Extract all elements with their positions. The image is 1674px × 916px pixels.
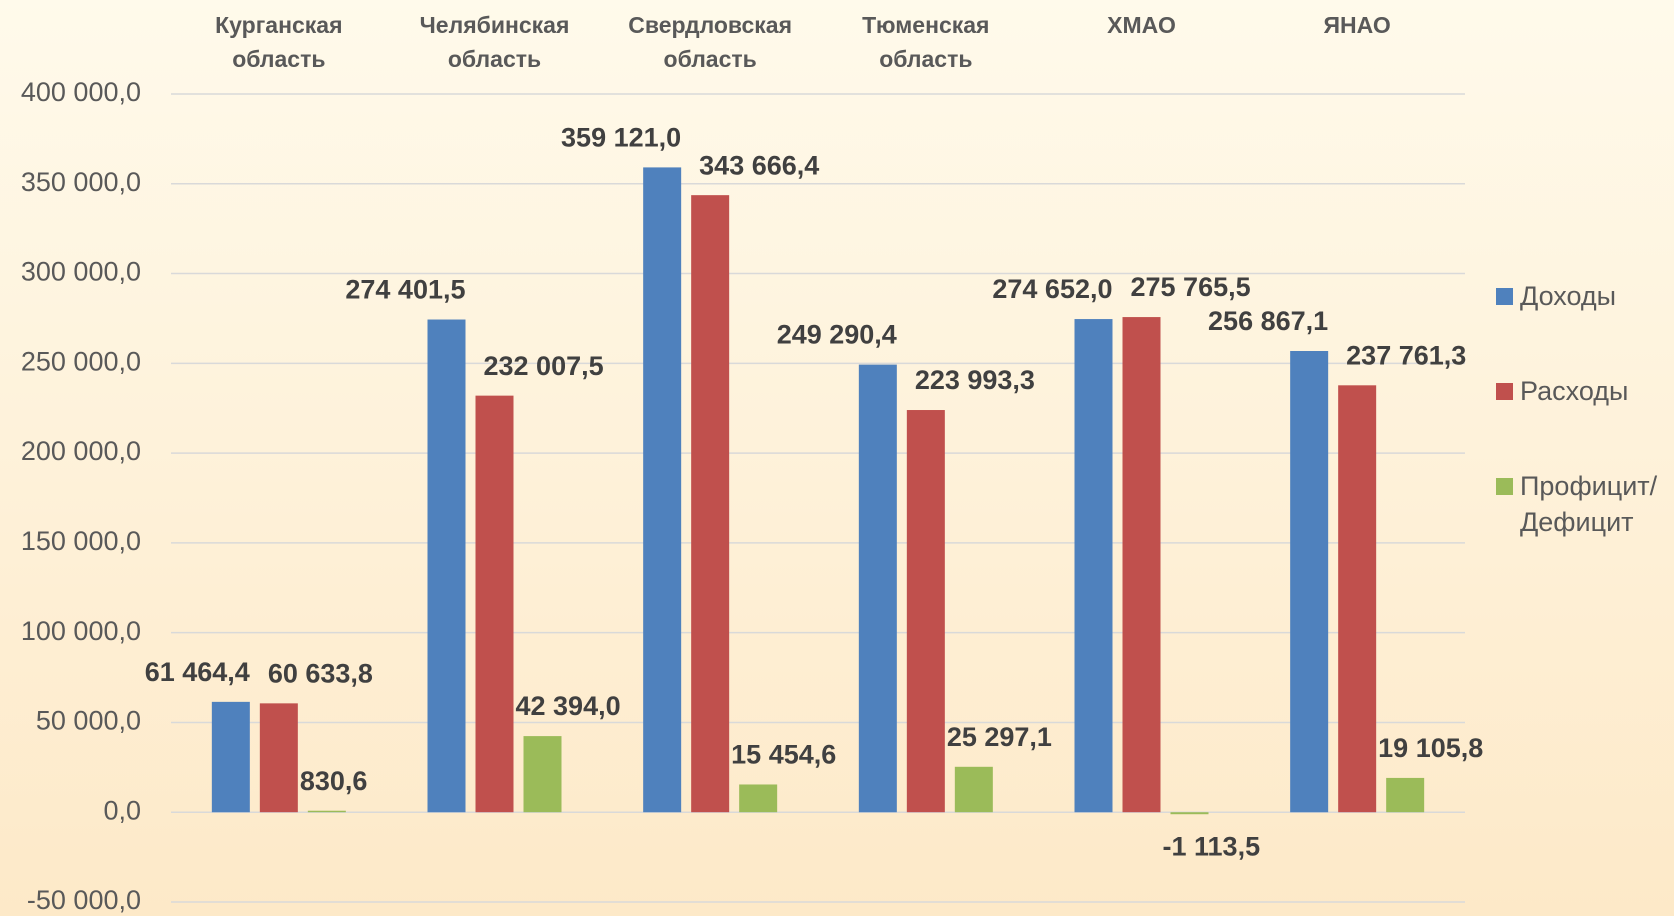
bar bbox=[739, 784, 778, 813]
bar bbox=[427, 319, 466, 813]
value-label: 343 666,4 bbox=[699, 150, 819, 180]
y-tick-label: 50 000,0 bbox=[36, 706, 141, 736]
y-tick-label: 200 000,0 bbox=[21, 436, 141, 466]
bar bbox=[954, 766, 993, 813]
category-label: Свердловская область bbox=[628, 12, 793, 72]
bar bbox=[1170, 812, 1209, 815]
bar bbox=[523, 736, 562, 813]
value-label: 830,6 bbox=[300, 766, 368, 796]
value-label: 19 105,8 bbox=[1378, 733, 1483, 763]
y-tick-label: 350 000,0 bbox=[21, 167, 141, 197]
value-label: 359 121,0 bbox=[561, 123, 681, 153]
legend-entry: Профицит/ Дефицит bbox=[1496, 468, 1670, 540]
category-label: Челябинская область bbox=[419, 12, 570, 72]
value-label: 274 401,5 bbox=[345, 275, 465, 305]
legend-swatch bbox=[1496, 383, 1513, 400]
bar bbox=[1074, 319, 1113, 813]
y-tick-label: 400 000,0 bbox=[21, 77, 141, 107]
value-label: 232 007,5 bbox=[484, 351, 604, 381]
y-tick-label: 100 000,0 bbox=[21, 616, 141, 646]
y-tick-label: 250 000,0 bbox=[21, 346, 141, 376]
bar bbox=[211, 701, 250, 813]
bar bbox=[1122, 317, 1161, 813]
bar bbox=[906, 410, 945, 813]
value-label: 61 464,4 bbox=[145, 657, 250, 687]
category-label: Курганская область bbox=[215, 12, 343, 72]
value-label: 274 652,0 bbox=[992, 274, 1112, 304]
category-label: Тюменская область bbox=[862, 12, 990, 72]
value-label: 25 297,1 bbox=[947, 722, 1052, 752]
value-label: 60 633,8 bbox=[268, 658, 373, 688]
bar bbox=[259, 703, 298, 813]
legend-swatch bbox=[1496, 478, 1513, 495]
value-label: 275 765,5 bbox=[1131, 272, 1251, 302]
value-label: 15 454,6 bbox=[731, 740, 836, 770]
bar bbox=[307, 810, 346, 813]
category-label: ХМАО bbox=[1107, 12, 1176, 38]
legend-entry: Расходы bbox=[1496, 373, 1670, 409]
value-label: 237 761,3 bbox=[1346, 340, 1466, 370]
value-label: -1 113,5 bbox=[1163, 831, 1261, 861]
category-label: ЯНАО bbox=[1323, 12, 1391, 38]
bar bbox=[643, 167, 682, 813]
bar bbox=[1386, 777, 1425, 813]
y-tick-label: 300 000,0 bbox=[21, 257, 141, 287]
legend-swatch bbox=[1496, 288, 1513, 305]
value-label: 249 290,4 bbox=[777, 320, 897, 350]
value-label: 256 867,1 bbox=[1208, 306, 1328, 336]
legend-entry: Доходы bbox=[1496, 278, 1670, 314]
y-tick-label: -50 000,0 bbox=[27, 885, 141, 915]
y-tick-label: 0,0 bbox=[103, 795, 141, 825]
bar bbox=[1290, 351, 1329, 813]
bar bbox=[475, 395, 514, 813]
bar bbox=[691, 195, 730, 813]
y-tick-label: 150 000,0 bbox=[21, 526, 141, 556]
value-label: 223 993,3 bbox=[915, 365, 1035, 395]
value-label: 42 394,0 bbox=[516, 691, 621, 721]
bar bbox=[858, 364, 897, 813]
bar bbox=[1338, 385, 1377, 813]
